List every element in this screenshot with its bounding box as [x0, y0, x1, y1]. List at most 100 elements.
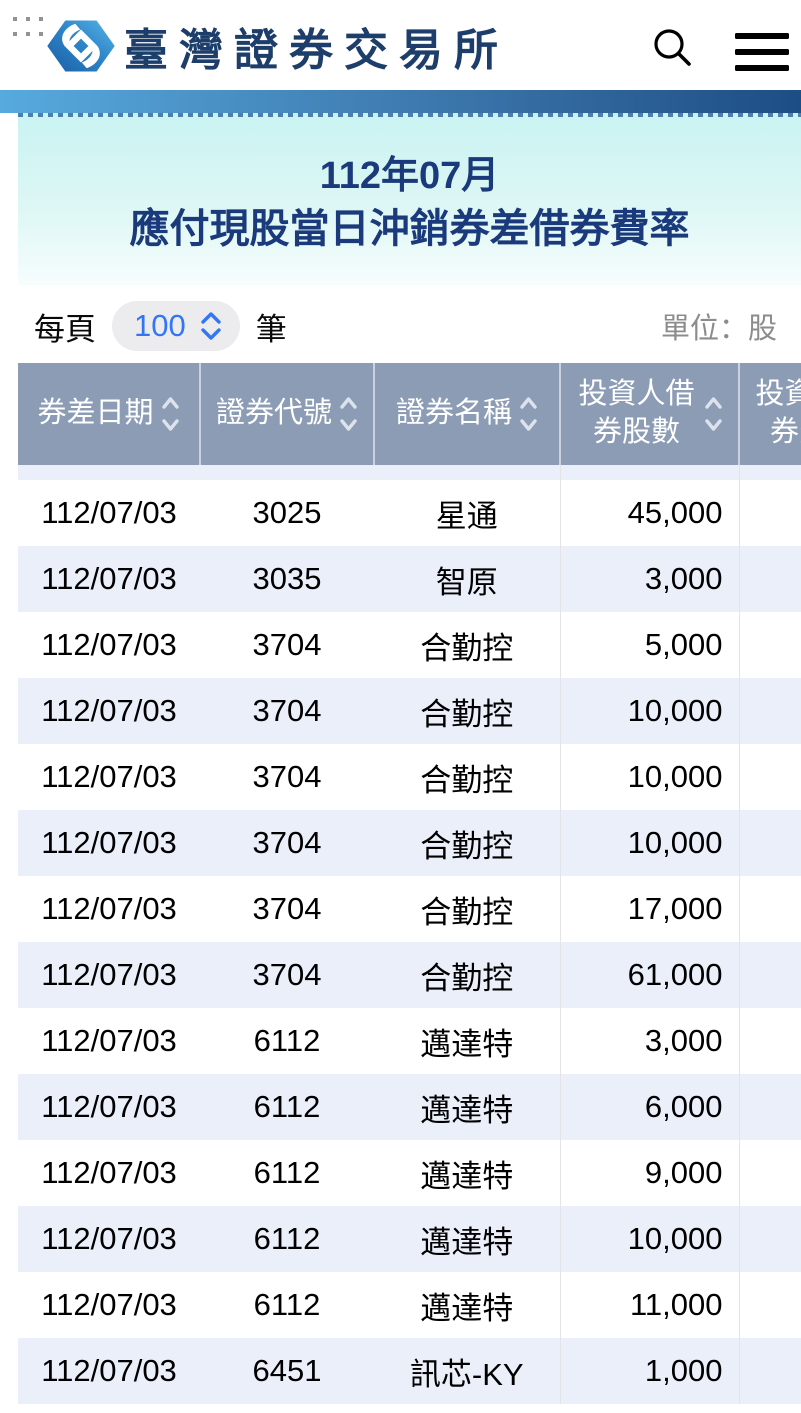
per-page-select[interactable]: 100	[112, 301, 240, 351]
cell-shares: 10,000	[559, 1206, 740, 1272]
cell-shares: 17,000	[559, 876, 740, 942]
table-row: 112/07/03 3704 合勤控 10,000	[18, 810, 801, 876]
cell-code: 3025	[200, 480, 374, 546]
table-row: 112/07/03 6112 邁達特 3,000	[18, 1008, 801, 1074]
grid-dots-icon	[13, 17, 43, 36]
cell-rate	[739, 1074, 801, 1140]
cell-code: 6112	[200, 1206, 374, 1272]
sort-icon	[161, 397, 179, 431]
column-header-date[interactable]: 券差日期	[18, 363, 201, 465]
accent-bar	[0, 90, 801, 113]
cell-code: 3704	[200, 942, 374, 1008]
table-body: 112/07/03 3025 星通 45,000 112/07/03 3035 智原 3,00…	[18, 465, 801, 1404]
table-row: 112/07/03 3704 合勤控 10,000	[18, 678, 801, 744]
cell-name: 智原	[374, 546, 560, 612]
cell-date: 112/07/03	[18, 612, 200, 678]
cell-code: 3704	[200, 612, 374, 678]
cell-code: 3704	[200, 876, 374, 942]
per-page-unit: 筆	[255, 311, 287, 347]
cell-rate	[739, 546, 801, 612]
table-row: 112/07/03 6112 邁達特 11,000	[18, 1272, 801, 1338]
column-header-name[interactable]: 證券名稱	[374, 363, 561, 465]
cell-shares: 6,000	[559, 1074, 740, 1140]
cell-date: 112/07/03	[18, 1074, 200, 1140]
cell-code: 3704	[200, 744, 374, 810]
brand-title: 臺灣證券交易所	[124, 26, 509, 75]
cell-name: 合勤控	[374, 810, 560, 876]
unit-note: 單位：股	[660, 313, 777, 345]
table-row: 112/07/03 3025 星通 45,000	[18, 480, 801, 546]
cell-date: 112/07/03	[18, 678, 200, 744]
cell-date: 112/07/03	[18, 876, 200, 942]
cell-name: 合勤控	[374, 876, 560, 942]
search-icon	[654, 29, 691, 66]
column-header-code[interactable]: 證券代號	[200, 363, 375, 465]
table-row: 112/07/03 6112 邁達特 6,000	[18, 1074, 801, 1140]
table-row: 112/07/03 3704 合勤控 10,000	[18, 744, 801, 810]
cell-rate	[739, 612, 801, 678]
cell-code: 3704	[200, 810, 374, 876]
cell-rate	[739, 1206, 801, 1272]
page-title-month: 112年07月	[319, 155, 500, 197]
cell-date: 112/07/03	[18, 810, 200, 876]
table-row: 112/07/03 3704 合勤控 5,000	[18, 612, 801, 678]
cell-name: 合勤控	[374, 744, 560, 810]
cell-rate	[739, 1140, 801, 1206]
cell-date: 112/07/03	[18, 1272, 200, 1338]
cell-date: 112/07/03	[18, 942, 200, 1008]
hero-panel: 112年07月 應付現股當日沖銷券差借券費率	[18, 113, 801, 285]
cell-shares: 9,000	[559, 1140, 740, 1206]
cell-name: 訊芯-KY	[374, 1338, 560, 1404]
table-row: 112/07/03 6451 訊芯-KY 1,000	[18, 1338, 801, 1404]
table-container: 券差日期 證券代號	[18, 363, 801, 1404]
cell-date: 112/07/03	[18, 1008, 200, 1074]
sort-icon	[520, 397, 537, 431]
table-row: 112/07/03 6112 邁達特 9,000	[18, 1140, 801, 1206]
cell-date: 112/07/03	[18, 480, 200, 546]
cell-rate	[739, 1338, 801, 1404]
cell-code: 6112	[200, 1140, 374, 1206]
cell-rate	[739, 876, 801, 942]
table-row: 112/07/03 3704 合勤控 17,000	[18, 876, 801, 942]
menu-button[interactable]	[733, 31, 791, 73]
per-page-value: 100	[134, 308, 186, 343]
cell-date: 112/07/03	[18, 546, 200, 612]
cell-date: 112/07/03	[18, 744, 200, 810]
cell-shares: 1,000	[559, 1338, 740, 1404]
cell-shares: 11,000	[559, 1272, 740, 1338]
cell-code: 3035	[200, 546, 374, 612]
per-page-label: 每頁	[34, 311, 96, 347]
cell-code: 3704	[200, 678, 374, 744]
column-header-rate[interactable]: 投資人借券費率	[739, 363, 801, 465]
twse-logo-icon	[47, 20, 115, 72]
search-button[interactable]	[650, 26, 696, 72]
hamburger-icon	[735, 33, 789, 71]
cell-rate	[739, 744, 801, 810]
cell-shares: 3,000	[559, 546, 740, 612]
cell-shares: 10,000	[559, 810, 740, 876]
cell-name: 邁達特	[374, 1272, 560, 1338]
cell-shares: 10,000	[559, 744, 740, 810]
controls-row: 每頁 100 筆 單位：股	[34, 301, 787, 351]
page-title: 應付現股當日沖銷券差借券費率	[129, 207, 690, 251]
cell-name: 邁達特	[374, 1008, 560, 1074]
clipped-row	[18, 465, 801, 480]
cell-name: 合勤控	[374, 612, 560, 678]
column-header-shares[interactable]: 投資人借券股數	[560, 363, 740, 465]
table-row: 112/07/03 3704 合勤控 61,000	[18, 942, 801, 1008]
cell-name: 邁達特	[374, 1074, 560, 1140]
brand[interactable]: 臺灣證券交易所	[44, 12, 509, 80]
app-bar: 臺灣證券交易所	[0, 0, 801, 90]
cell-code: 6112	[200, 1272, 374, 1338]
cell-name: 邁達特	[374, 1206, 560, 1272]
cell-name: 邁達特	[374, 1140, 560, 1206]
cell-rate	[739, 942, 801, 1008]
cell-rate	[739, 480, 801, 546]
table-row: 112/07/03 3035 智原 3,000	[18, 546, 801, 612]
cell-rate	[739, 1008, 801, 1074]
cell-name: 合勤控	[374, 942, 560, 1008]
cell-shares: 61,000	[559, 942, 740, 1008]
cell-code: 6112	[200, 1074, 374, 1140]
cell-rate	[739, 1272, 801, 1338]
